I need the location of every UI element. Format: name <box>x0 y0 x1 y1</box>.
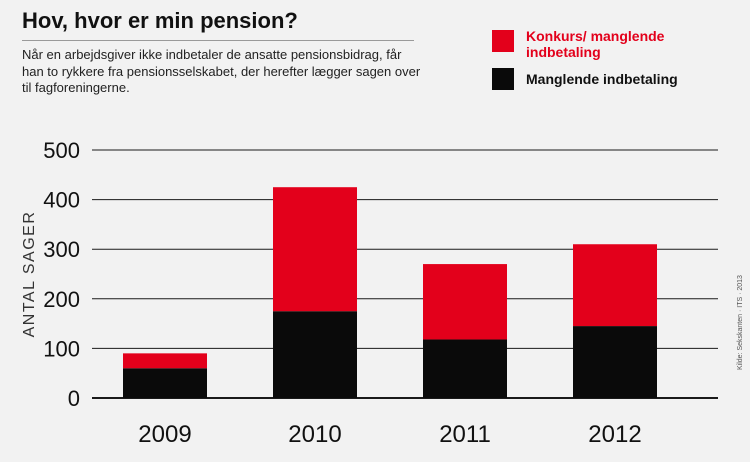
bar-2009-konkurs <box>123 353 207 369</box>
title-divider <box>22 40 414 41</box>
bar-2009-manglende <box>123 368 207 398</box>
y-tick-label-0: 0 <box>68 386 80 411</box>
y-axis-label: ANTAL SAGER <box>21 211 38 338</box>
chart-title: Hov, hvor er min pension? <box>22 8 298 33</box>
source-credit: Kilde: Sekskanten · ITS · 2013 <box>737 275 744 370</box>
legend-item-konkurs: Konkurs/ manglende indbetaling <box>492 28 716 60</box>
bar-2011-konkurs <box>423 264 507 340</box>
y-tick-label-100: 100 <box>43 336 80 361</box>
y-tick-label-400: 400 <box>43 188 80 213</box>
x-tick-label-2009: 2009 <box>138 421 191 448</box>
legend-label-manglende: Manglende indbetaling <box>526 71 678 87</box>
bar-2012-konkurs <box>573 244 657 327</box>
legend-label-konkurs: Konkurs/ manglende indbetaling <box>526 28 665 60</box>
x-tick-label-2012: 2012 <box>588 421 641 448</box>
x-tick-label-2011: 2011 <box>439 421 491 448</box>
chart-description: Når en arbejdsgiver ikke indbetaler de a… <box>22 47 421 95</box>
y-tick-label-300: 300 <box>43 237 80 262</box>
bar-2011-manglende <box>423 339 507 398</box>
bar-2012-manglende <box>573 326 657 398</box>
legend-swatch-black <box>492 68 514 90</box>
bar-2010-konkurs <box>273 187 357 312</box>
bar-2010-manglende <box>273 311 357 398</box>
y-tick-label-200: 200 <box>43 287 80 312</box>
y-tick-label-500: 500 <box>43 138 80 163</box>
legend-swatch-red <box>492 30 514 52</box>
legend-item-manglende: Manglende indbetaling <box>492 68 678 90</box>
x-tick-label-2010: 2010 <box>288 421 341 448</box>
